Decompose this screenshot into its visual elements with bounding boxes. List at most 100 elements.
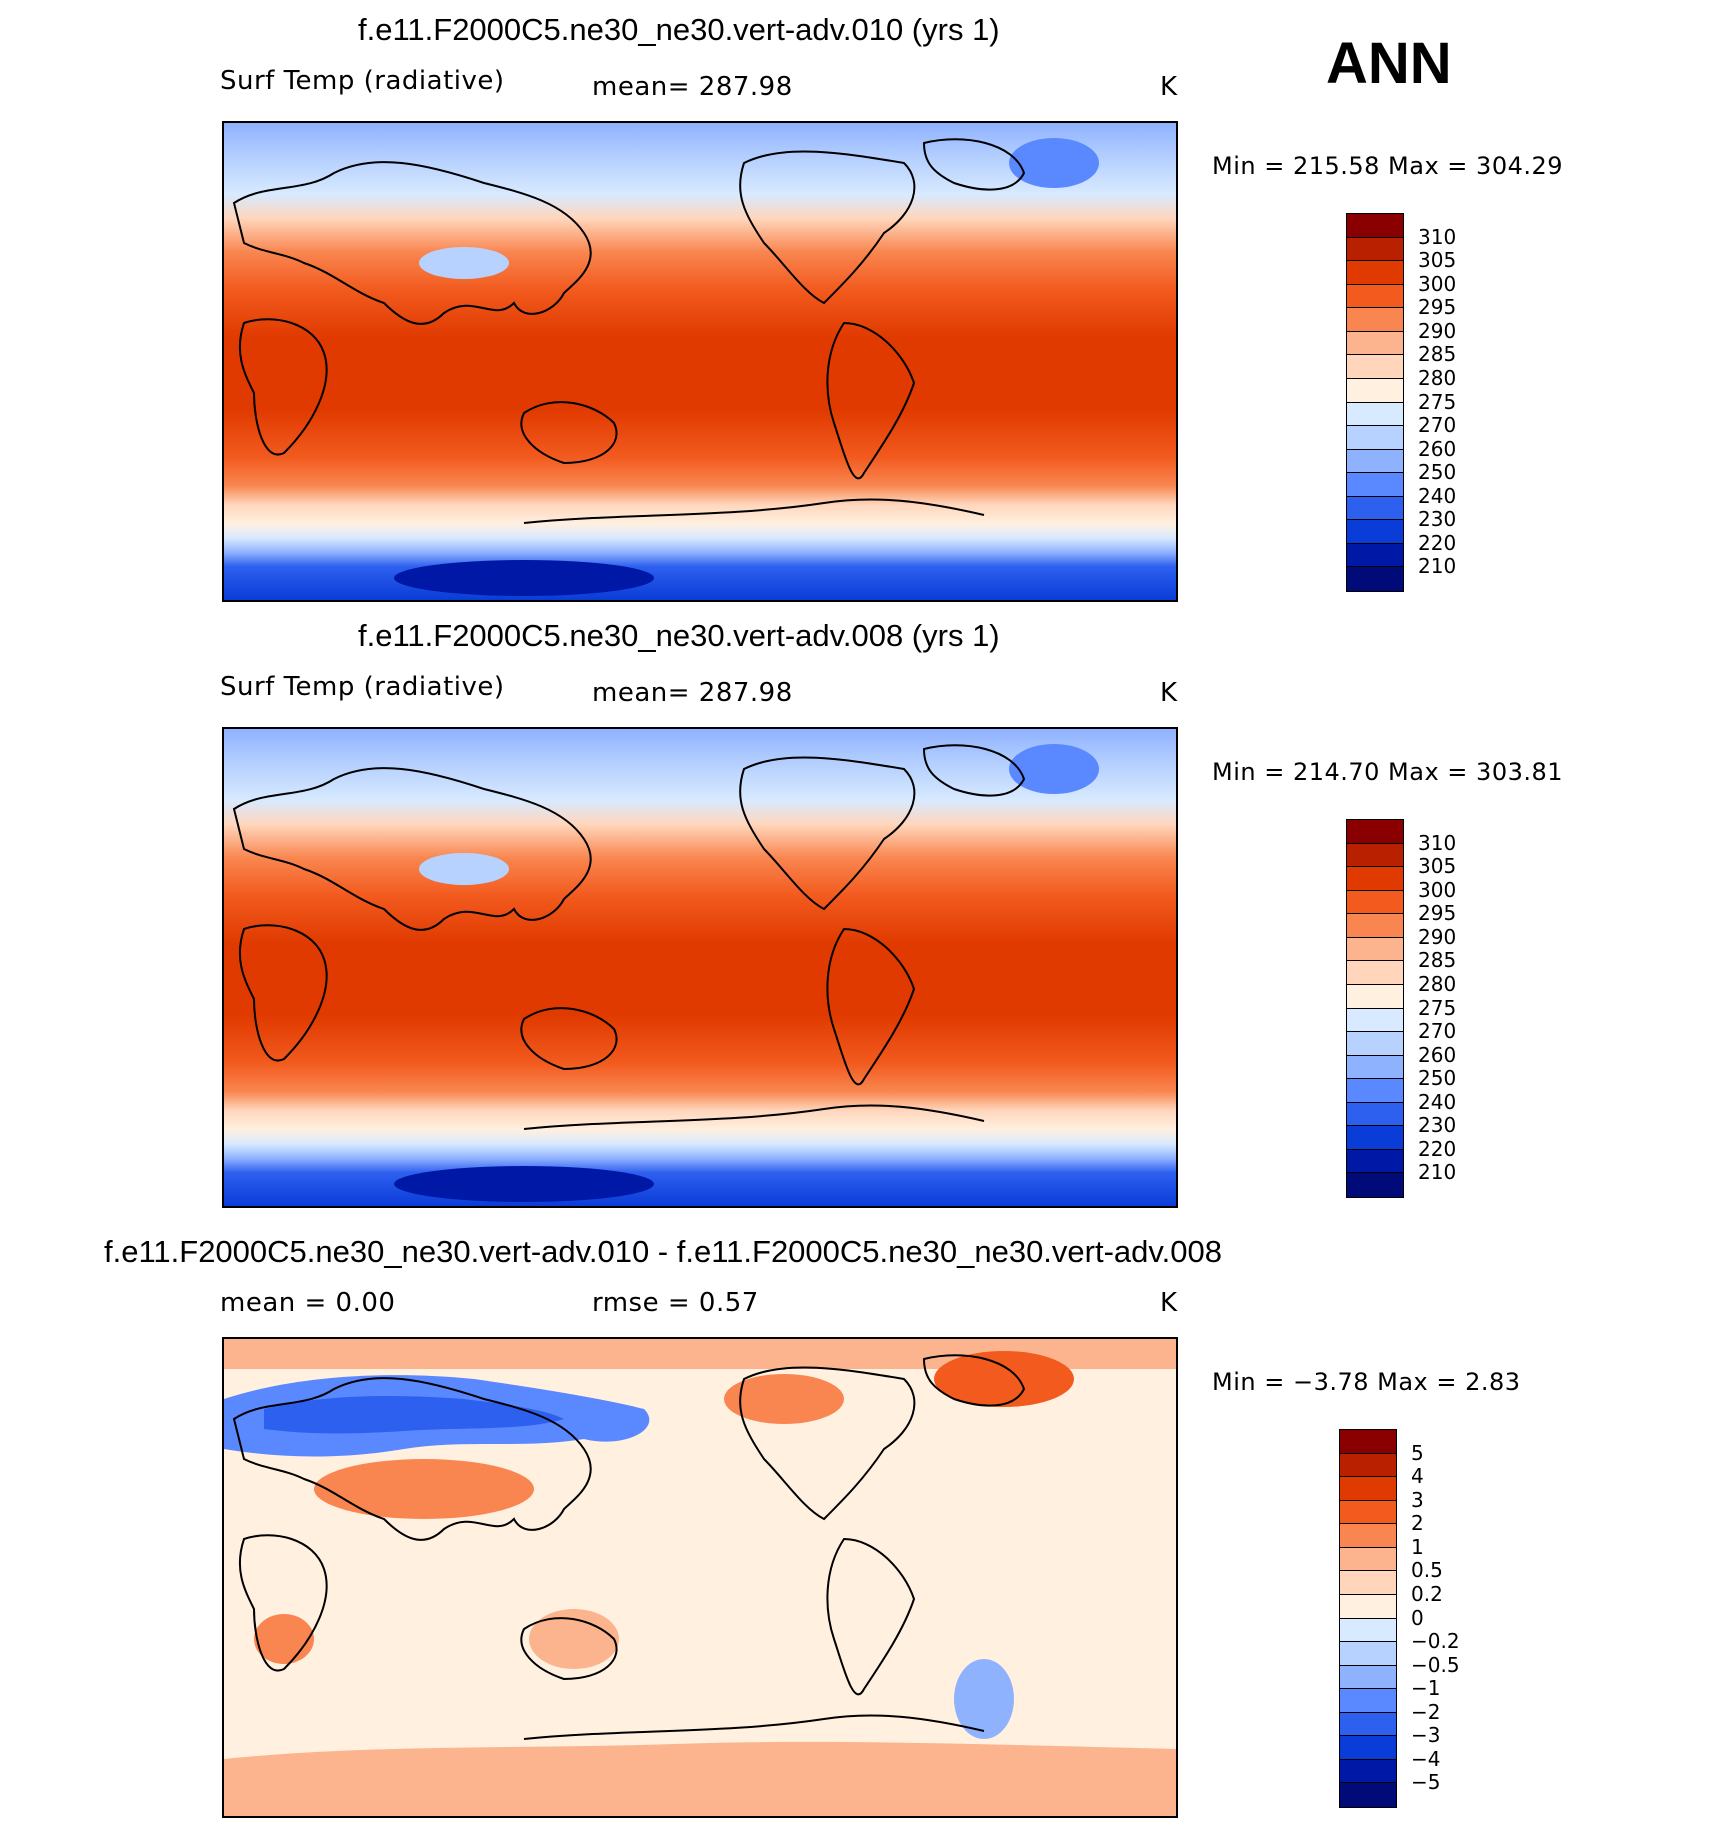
panel1-colorbar-label: 220: [1418, 530, 1457, 555]
panel2-colorbar-label: 210: [1418, 1160, 1457, 1185]
panel3-rmse: rmse = 0.57: [592, 1288, 759, 1318]
panel2-colorbar-label: 220: [1418, 1136, 1457, 1161]
panel1-colorbar-swatch: [1347, 520, 1403, 544]
panel2-colorbar-swatch: [1347, 1102, 1403, 1127]
panel3-colorbar-swatch: [1340, 1689, 1396, 1713]
panel3-colorbar-swatch: [1340, 1759, 1396, 1784]
panel2-units: K: [1160, 678, 1178, 708]
panel2-greenland-cold: [1009, 744, 1099, 794]
panel2-tibet-cold: [419, 853, 509, 885]
panel1-colorbar-swatch: [1347, 496, 1403, 521]
panel1-variable: Surf Temp (radiative): [220, 66, 505, 96]
panel2-colorbar-swatch: [1347, 1032, 1403, 1056]
panel3-map: [222, 1337, 1178, 1818]
panel3-minmax: Min = −3.78 Max = 2.83: [1212, 1368, 1521, 1396]
panel1-colorbar-label: 260: [1418, 436, 1457, 461]
panel3-colorbar-label: 0.2: [1411, 1581, 1443, 1606]
panel3-colorbar-swatch: [1340, 1783, 1396, 1807]
panel2-colorbar-label: 230: [1418, 1113, 1457, 1138]
panel2-colorbar-swatch: [1347, 1079, 1403, 1103]
panel3-antarctic-warm: [224, 1741, 1176, 1816]
panel2-colorbar-label: 290: [1418, 924, 1457, 949]
panel1-colorbar-swatch: [1347, 378, 1403, 403]
panel3-colorbar-label: 0.5: [1411, 1558, 1443, 1583]
panel1-colorbar-swatch: [1347, 355, 1403, 379]
panel1-colorbar-label: 275: [1418, 389, 1457, 414]
panel1-colorbar-swatch: [1347, 331, 1403, 356]
panel2-colorbar-label: 275: [1418, 995, 1457, 1020]
panel1-colorbar-swatch: [1347, 402, 1403, 427]
panel3-america-warm: [724, 1374, 844, 1424]
panel2-coastlines: [232, 744, 1026, 1130]
panel3-samerica-cold: [954, 1659, 1014, 1739]
panel2-colorbar-swatch: [1347, 890, 1403, 915]
panel2-colorbar-swatch: [1347, 1008, 1403, 1033]
panel3-colorbar-label: −2: [1411, 1699, 1441, 1724]
panel1-colorbar-label: 290: [1418, 318, 1457, 343]
panel2-colorbar-swatch: [1347, 867, 1403, 891]
panel3-colorbar-swatch: [1340, 1571, 1396, 1595]
panel3-greenland-warm: [934, 1351, 1074, 1407]
panel2-colorbar-swatch: [1347, 914, 1403, 938]
panel2-colorbar-swatch: [1347, 1055, 1403, 1080]
panel3-colorbar-label: −4: [1411, 1746, 1441, 1771]
panel1-colorbar-swatch: [1347, 473, 1403, 497]
panel2-colorbar-label: 310: [1418, 830, 1457, 855]
season-label: ANN: [1326, 31, 1452, 96]
panel1-field: [224, 123, 1176, 600]
panel3-units: K: [1160, 1288, 1178, 1318]
panel2-colorbar-label: 280: [1418, 971, 1457, 996]
panel3-colorbar-swatch: [1340, 1477, 1396, 1501]
panel1-colorbar-swatch: [1347, 543, 1403, 568]
panel2-colorbar-label: 300: [1418, 877, 1457, 902]
panel1-coastlines: [232, 138, 1026, 524]
panel3-colorbar-label: −0.2: [1411, 1629, 1460, 1654]
panel3-colorbar-swatch: [1340, 1594, 1396, 1619]
panel2-colorbar: [1346, 819, 1404, 1198]
panel3-colorbar-swatch: [1340, 1736, 1396, 1760]
panel3-colorbar-swatch: [1340, 1524, 1396, 1548]
panel1-colorbar-label: 240: [1418, 483, 1457, 508]
panel2-colorbar-label: 260: [1418, 1042, 1457, 1067]
panel1-colorbar-label: 210: [1418, 554, 1457, 579]
panel2-antarctic-cold: [394, 1166, 654, 1202]
panel2-minmax: Min = 214.70 Max = 303.81: [1212, 758, 1564, 786]
panel2-colorbar-swatch: [1347, 820, 1403, 844]
panel2-colorbar-label: 270: [1418, 1019, 1457, 1044]
panel2-colorbar-swatch: [1347, 1173, 1403, 1197]
panel2-map: [222, 727, 1178, 1208]
panel3-colorbar-label: −5: [1411, 1770, 1441, 1795]
panel2-colorbar-swatch: [1347, 984, 1403, 1009]
panel1-colorbar-swatch: [1347, 237, 1403, 262]
panel3-colorbar-swatch: [1340, 1665, 1396, 1690]
panel1-colorbar-label: 250: [1418, 460, 1457, 485]
panel1-colorbar: [1346, 213, 1404, 592]
panel2-title: f.e11.F2000C5.ne30_ne30.vert-adv.008 (yr…: [358, 618, 1000, 653]
panel3-colorbar: [1339, 1429, 1397, 1808]
panel2-colorbar-swatch: [1347, 961, 1403, 985]
panel2-mean: mean= 287.98: [592, 678, 793, 708]
panel1-greenland-cold: [1009, 138, 1099, 188]
panel1-colorbar-label: 295: [1418, 295, 1457, 320]
panel1-colorbar-swatch: [1347, 426, 1403, 450]
panel1-colorbar-label: 285: [1418, 342, 1457, 367]
panel3-colorbar-label: 4: [1411, 1464, 1424, 1489]
panel1-colorbar-swatch: [1347, 567, 1403, 591]
panel1-mean: mean= 287.98: [592, 72, 793, 102]
panel3-colorbar-label: −3: [1411, 1723, 1441, 1748]
panel1-colorbar-swatch: [1347, 214, 1403, 238]
panel3-mean: mean = 0.00: [220, 1288, 396, 1318]
panel3-colorbar-swatch: [1340, 1642, 1396, 1666]
panel2-colorbar-swatch: [1347, 1126, 1403, 1150]
panel3-colorbar-label: 3: [1411, 1487, 1424, 1512]
panel3-colorbar-swatch: [1340, 1547, 1396, 1572]
panel2-colorbar-label: 305: [1418, 854, 1457, 879]
panel3-colorbar-swatch: [1340, 1430, 1396, 1454]
panel1-minmax: Min = 215.58 Max = 304.29: [1212, 152, 1564, 180]
panel1-antarctic-cold: [394, 560, 654, 596]
panel3-colorbar-label: −1: [1411, 1676, 1441, 1701]
panel3-colorbar-label: 0: [1411, 1605, 1424, 1630]
panel2-colorbar-swatch: [1347, 1149, 1403, 1174]
panel3-colorbar-label: 2: [1411, 1511, 1424, 1536]
panel2-colorbar-swatch: [1347, 843, 1403, 868]
